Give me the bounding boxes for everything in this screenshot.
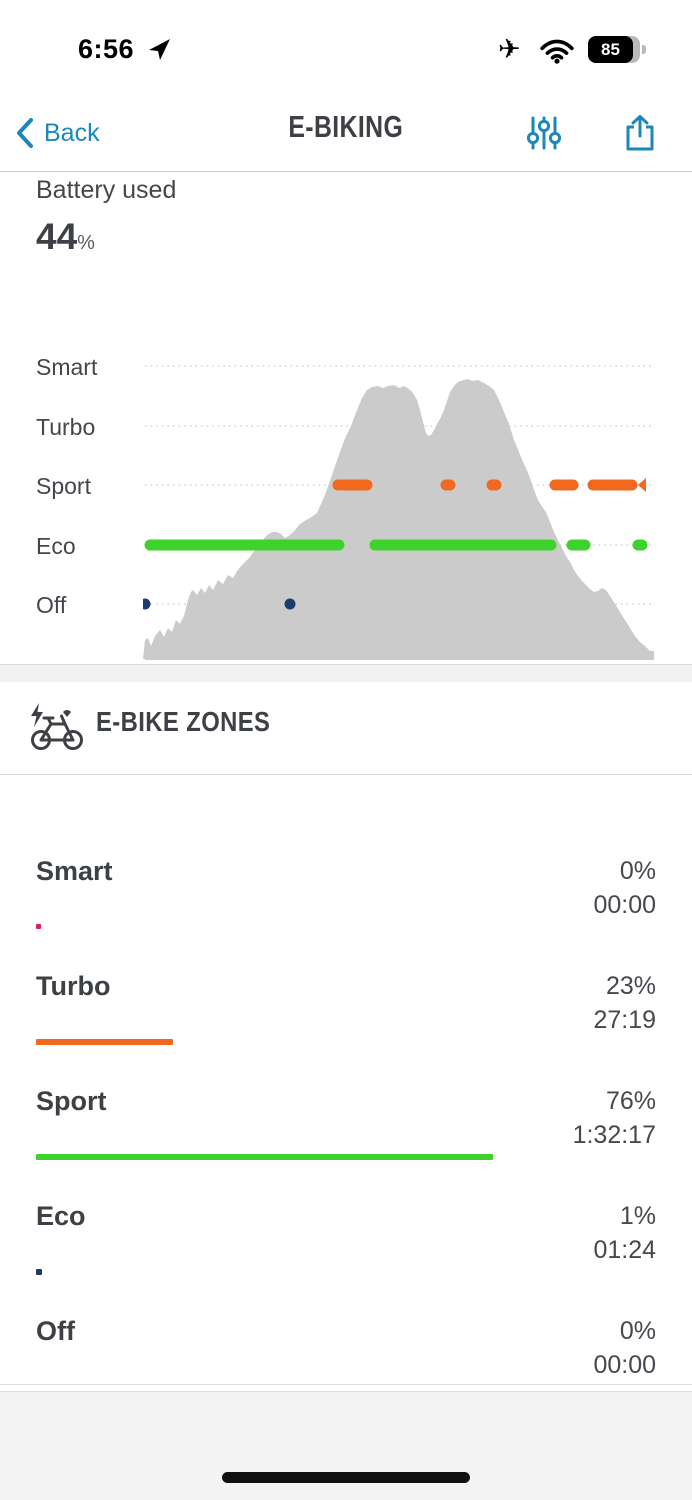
zone-values: 23% 27:19 [593, 969, 656, 1037]
share-button[interactable] [618, 111, 662, 155]
zone-time: 1:32:17 [572, 1121, 656, 1149]
chevron-left-icon [17, 118, 33, 148]
zone-row-turbo: Turbo 23% 27:19 [36, 969, 656, 1084]
battery-used-unit: % [77, 232, 95, 254]
page-title: E-BIKING [288, 109, 404, 144]
nav-bar: Back E-BIKING [0, 95, 692, 172]
back-label: Back [44, 118, 100, 147]
zone-percent: 0% [619, 857, 656, 885]
zone-time: 00:00 [593, 1351, 656, 1379]
airplane-mode-icon: ✈ [498, 34, 521, 64]
section-title: E-BIKE ZONES [96, 706, 271, 737]
zone-percent: 1% [619, 1202, 656, 1230]
footer-area [0, 1391, 692, 1500]
zone-values: 0% 00:00 [593, 1314, 656, 1382]
zone-bar [36, 1039, 173, 1045]
zone-row-sport: Sport 76% 1:32:17 [36, 1084, 656, 1199]
battery-used-value: 44% [36, 216, 95, 257]
yaxis-label-sport: Sport [36, 473, 91, 499]
zone-name: Off [36, 1316, 75, 1346]
home-indicator[interactable] [222, 1472, 470, 1483]
zone-time: 01:24 [593, 1236, 656, 1264]
ebike-icon [31, 703, 83, 750]
battery-nub [642, 45, 646, 54]
zone-name: Sport [36, 1086, 107, 1116]
ebike-zones-header: E-BIKE ZONES [0, 682, 692, 775]
zone-values: 0% 00:00 [593, 854, 656, 922]
yaxis-label-eco: Eco [36, 533, 76, 559]
zone-bar [36, 1154, 493, 1160]
zone-values: 76% 1:32:17 [573, 1084, 656, 1152]
zone-percent: 23% [605, 972, 656, 1000]
yaxis-label-turbo: Turbo [36, 414, 96, 440]
zone-percent: 76% [605, 1087, 656, 1115]
zone-name: Smart [36, 856, 113, 886]
status-bar: 6:56 ✈ 85 [0, 0, 692, 95]
location-arrow-icon [149, 39, 170, 60]
battery-used-label: Battery used [36, 176, 177, 204]
yaxis-label-off: Off [36, 592, 67, 618]
zone-bar [36, 1269, 42, 1275]
zone-name: Eco [36, 1201, 86, 1231]
zone-bar [36, 924, 41, 929]
sliders-icon [527, 116, 561, 150]
zone-row-eco: Eco 1% 01:24 [36, 1199, 656, 1314]
zone-time: 00:00 [593, 891, 656, 919]
wifi-icon [540, 39, 574, 64]
zone-values: 1% 01:24 [593, 1199, 656, 1267]
clock-time: 6:56 [78, 34, 135, 64]
zone-row-smart: Smart 0% 00:00 [36, 854, 656, 969]
zone-row-off: Off 0% 00:00 [36, 1314, 656, 1429]
battery-indicator: 85 [588, 36, 646, 63]
chart-options-button[interactable] [522, 111, 566, 155]
list-bottom-divider [0, 1384, 692, 1385]
back-button[interactable]: Back [16, 111, 100, 155]
share-icon [626, 115, 654, 151]
zone-time: 27:19 [593, 1006, 656, 1034]
ebike-zone-chart[interactable] [143, 340, 655, 660]
yaxis-label-smart: Smart [36, 354, 98, 380]
zone-percent: 0% [619, 1317, 656, 1345]
chart-bottom-band [0, 664, 692, 683]
battery-percent: 85 [588, 36, 633, 63]
zone-name: Turbo [36, 971, 111, 1001]
